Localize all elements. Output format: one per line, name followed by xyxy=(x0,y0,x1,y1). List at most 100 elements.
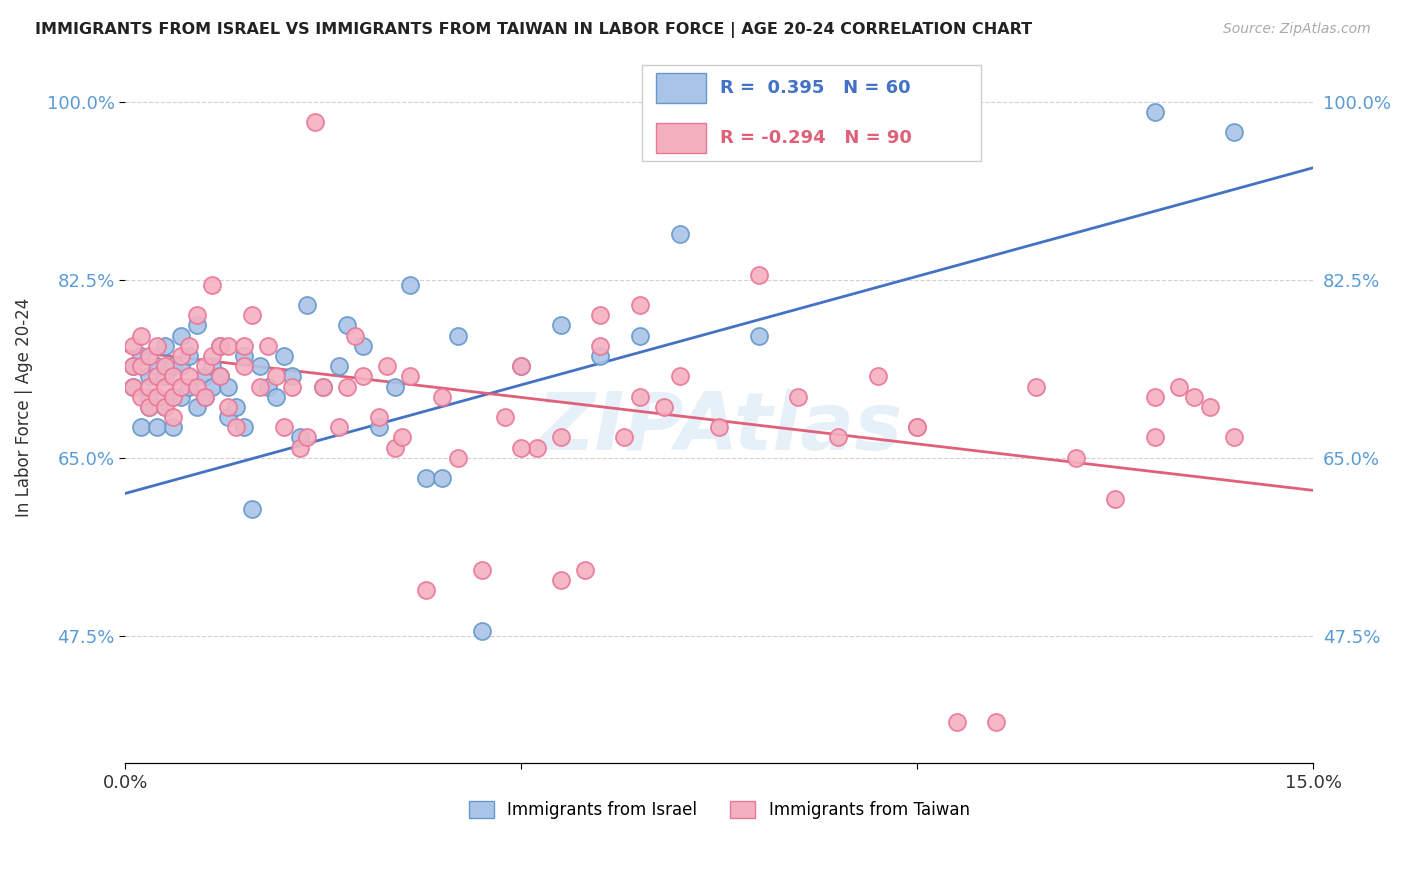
Point xyxy=(510,441,533,455)
Point xyxy=(384,379,406,393)
Point xyxy=(209,339,232,353)
Point xyxy=(122,359,145,374)
Point xyxy=(249,379,271,393)
Point xyxy=(193,390,215,404)
Point xyxy=(162,410,184,425)
Point xyxy=(122,339,145,353)
Point xyxy=(209,369,232,384)
Point xyxy=(146,420,169,434)
Point xyxy=(129,349,152,363)
Point xyxy=(748,268,770,282)
Point xyxy=(122,379,145,393)
Point xyxy=(1167,379,1189,393)
Point xyxy=(233,420,256,434)
Point xyxy=(510,359,533,374)
Point xyxy=(129,328,152,343)
Point xyxy=(138,390,160,404)
Point xyxy=(866,369,889,384)
Point xyxy=(471,563,494,577)
Point xyxy=(280,379,302,393)
Point xyxy=(209,369,232,384)
Y-axis label: In Labor Force | Age 20-24: In Labor Force | Age 20-24 xyxy=(15,297,32,516)
Point xyxy=(138,349,160,363)
Point xyxy=(146,339,169,353)
Point xyxy=(297,430,319,444)
Point xyxy=(170,390,193,404)
Point xyxy=(162,359,184,374)
Point xyxy=(550,430,572,444)
Point xyxy=(312,379,335,393)
Point xyxy=(1104,491,1126,506)
Point xyxy=(1199,400,1222,414)
Point xyxy=(153,339,176,353)
Point xyxy=(589,308,612,322)
Point xyxy=(1143,104,1166,119)
Point xyxy=(217,400,239,414)
Point xyxy=(447,450,470,465)
Point xyxy=(201,349,224,363)
Point xyxy=(264,390,287,404)
Point xyxy=(328,359,350,374)
Point xyxy=(264,369,287,384)
Point xyxy=(153,359,176,374)
Point xyxy=(225,400,247,414)
Point xyxy=(138,379,160,393)
Point xyxy=(550,318,572,333)
Point xyxy=(574,563,596,577)
Point xyxy=(526,441,548,455)
Point xyxy=(233,349,256,363)
Point xyxy=(162,420,184,434)
Point xyxy=(201,379,224,393)
Point xyxy=(217,339,239,353)
Point xyxy=(129,390,152,404)
Point xyxy=(138,400,160,414)
Point xyxy=(1143,430,1166,444)
Point xyxy=(471,624,494,638)
Point xyxy=(280,369,302,384)
Point xyxy=(122,359,145,374)
Point xyxy=(312,379,335,393)
Point xyxy=(240,501,263,516)
Point xyxy=(193,359,215,374)
Point xyxy=(273,349,295,363)
Point xyxy=(709,420,731,434)
Legend: Immigrants from Israel, Immigrants from Taiwan: Immigrants from Israel, Immigrants from … xyxy=(463,795,976,826)
Point xyxy=(510,359,533,374)
Point xyxy=(905,420,928,434)
Point xyxy=(288,430,311,444)
Point xyxy=(827,430,849,444)
Point xyxy=(153,369,176,384)
Point xyxy=(430,390,453,404)
Point xyxy=(273,420,295,434)
Point xyxy=(170,379,193,393)
Point xyxy=(162,390,184,404)
Point xyxy=(177,369,200,384)
FancyBboxPatch shape xyxy=(657,122,706,153)
Point xyxy=(1143,390,1166,404)
FancyBboxPatch shape xyxy=(643,65,980,161)
Point xyxy=(193,369,215,384)
Point xyxy=(1184,390,1206,404)
Point xyxy=(240,308,263,322)
Point xyxy=(1223,125,1246,139)
Point xyxy=(415,583,437,598)
Point xyxy=(336,379,359,393)
Point xyxy=(201,277,224,292)
Text: Source: ZipAtlas.com: Source: ZipAtlas.com xyxy=(1223,22,1371,37)
Text: IMMIGRANTS FROM ISRAEL VS IMMIGRANTS FROM TAIWAN IN LABOR FORCE | AGE 20-24 CORR: IMMIGRANTS FROM ISRAEL VS IMMIGRANTS FRO… xyxy=(35,22,1032,38)
Point xyxy=(146,369,169,384)
Point xyxy=(153,400,176,414)
Point xyxy=(153,400,176,414)
Point xyxy=(186,318,208,333)
Point xyxy=(304,115,326,129)
Point xyxy=(122,379,145,393)
Point xyxy=(668,227,690,241)
Point xyxy=(628,328,651,343)
Point xyxy=(946,715,969,730)
Point xyxy=(447,328,470,343)
Text: R =  0.395   N = 60: R = 0.395 N = 60 xyxy=(720,79,911,97)
Point xyxy=(986,715,1008,730)
Point xyxy=(186,379,208,393)
Point xyxy=(225,420,247,434)
Point xyxy=(146,390,169,404)
